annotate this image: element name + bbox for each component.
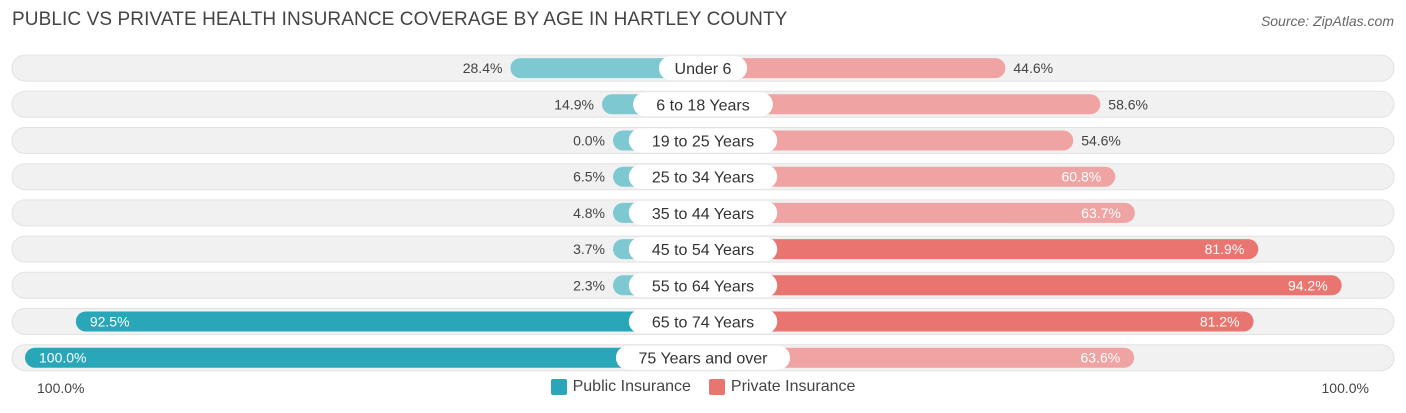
private-value-label: 58.6% xyxy=(1108,96,1148,112)
category-label: 25 to 34 Years xyxy=(652,170,754,187)
category-pill xyxy=(628,237,778,262)
public-value-label: 2.3% xyxy=(573,277,605,293)
private-value-label: 63.7% xyxy=(1081,205,1121,221)
private-bar xyxy=(703,347,1135,368)
category-label: Under 6 xyxy=(675,61,732,78)
private-bar xyxy=(703,58,1006,79)
legend-label-public: Public Insurance xyxy=(572,378,691,395)
public-bar xyxy=(25,347,703,368)
public-value-label: 3.7% xyxy=(573,241,605,257)
private-bar xyxy=(703,202,1135,223)
chart-title: PUBLIC VS PRIVATE HEALTH INSURANCE COVER… xyxy=(12,9,788,30)
axis-left-label: 100.0% xyxy=(37,380,85,396)
axis-right-label: 100.0% xyxy=(1321,380,1369,396)
category-pill xyxy=(628,200,778,225)
private-bar xyxy=(703,311,1254,332)
category-pill xyxy=(658,56,748,81)
public-bar xyxy=(510,58,703,79)
private-value-label: 81.2% xyxy=(1200,314,1240,330)
category-label: 19 to 25 Years xyxy=(652,134,754,151)
category-label: 6 to 18 Years xyxy=(656,97,749,114)
private-bar xyxy=(703,275,1342,296)
category-pill xyxy=(628,128,778,153)
category-label: 55 to 64 Years xyxy=(652,278,754,295)
public-value-label: 14.9% xyxy=(554,96,594,112)
category-label: 45 to 54 Years xyxy=(652,242,754,259)
private-bar xyxy=(703,94,1101,115)
private-bar xyxy=(703,239,1259,260)
private-value-label: 44.6% xyxy=(1013,60,1053,76)
category-label: 35 to 44 Years xyxy=(652,206,754,223)
legend: Public Insurance Private Insurance xyxy=(0,378,1406,396)
category-pill xyxy=(628,273,778,298)
public-value-label: 92.5% xyxy=(90,314,130,330)
source-label: Source: ZipAtlas.com xyxy=(1260,13,1394,29)
public-value-label: 28.4% xyxy=(463,60,503,76)
legend-swatch-public xyxy=(550,379,567,395)
private-value-label: 63.6% xyxy=(1081,350,1121,366)
category-label: 65 to 74 Years xyxy=(652,315,754,332)
chart-area: 28.4% 44.6% Under 6 14.9% 58.6% 6 to 18 Years… xyxy=(11,54,1395,372)
public-value-label: 0.0% xyxy=(573,133,605,149)
private-value-label: 94.2% xyxy=(1288,277,1328,293)
private-bar xyxy=(703,130,1074,151)
private-value-label: 60.8% xyxy=(1062,169,1102,185)
category-pill xyxy=(615,345,791,370)
private-value-label: 81.9% xyxy=(1205,241,1245,257)
legend-item-private[interactable]: Private Insurance xyxy=(708,378,856,396)
public-value-label: 4.8% xyxy=(573,205,605,221)
category-pill xyxy=(633,92,773,117)
public-value-label: 6.5% xyxy=(573,169,605,185)
category-label: 75 Years and over xyxy=(639,351,769,368)
legend-item-public[interactable]: Public Insurance xyxy=(550,378,691,396)
public-value-label: 100.0% xyxy=(39,350,86,366)
public-bar xyxy=(75,311,704,332)
category-pill xyxy=(628,164,778,189)
legend-label-private: Private Insurance xyxy=(730,378,856,395)
private-value-label: 54.6% xyxy=(1081,133,1121,149)
private-bar xyxy=(703,166,1116,187)
category-pill xyxy=(628,309,778,334)
legend-swatch-private xyxy=(708,379,725,395)
